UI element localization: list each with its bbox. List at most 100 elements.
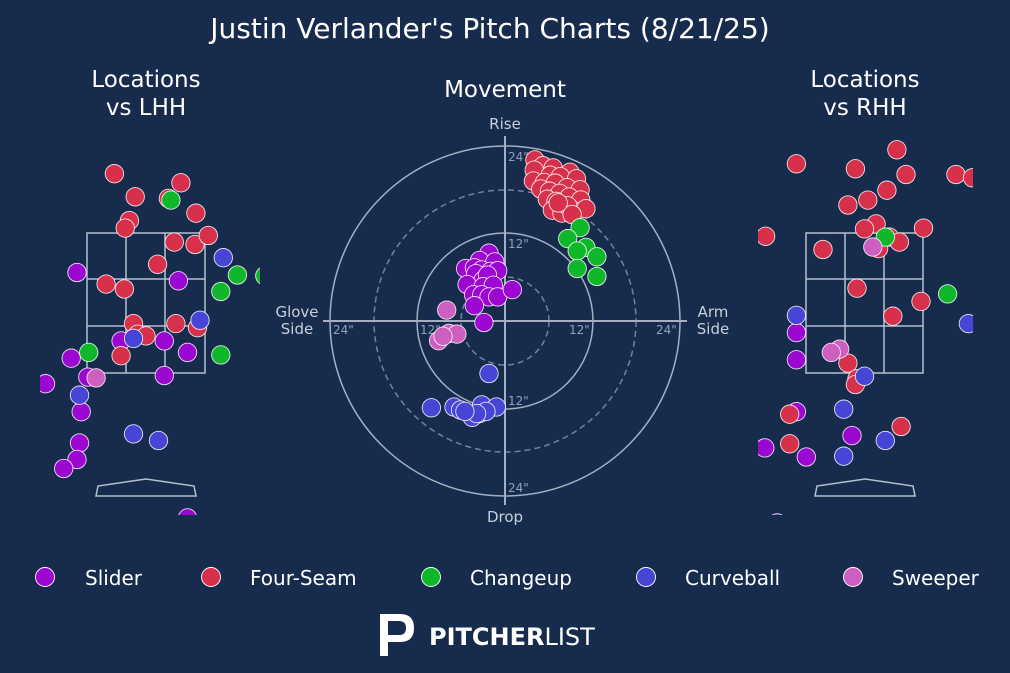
lhh-slider-point (177, 342, 198, 363)
rhh-four-seam-point (946, 164, 966, 185)
movement-axis-right-label-line1: Arm (698, 303, 729, 321)
lhh-slider-point (69, 433, 90, 453)
lhh-panel-title-line2: vs LHH (106, 95, 186, 121)
lhh-four-seam-point (111, 346, 131, 366)
movement-changeup-point (587, 266, 607, 287)
rhh-slider-point (735, 326, 753, 344)
movement-changeup-point (570, 218, 590, 238)
lhh-slider-point (40, 374, 56, 394)
lhh-four-seam-point (104, 164, 125, 184)
lhh-slider-point (67, 262, 87, 283)
rhh-slider-point (796, 447, 816, 467)
lhh-slider-point (61, 348, 81, 368)
legend-marker-curveball (636, 567, 656, 587)
rhh-curveball-point (958, 313, 973, 334)
lhh-slider-point (71, 402, 91, 422)
rhh-curveball-point (834, 446, 854, 466)
rhh-sweeper-point (863, 237, 883, 257)
ring-label-bottom-12: 12" (508, 394, 529, 408)
lhh-panel-title-line1: Locations (91, 67, 200, 93)
lhh-slider-point (67, 449, 87, 470)
lhh-slider-point (168, 271, 189, 291)
lhh-slider-point (54, 458, 74, 479)
rhh-four-seam-point (962, 168, 973, 188)
lhh-changeup-point (227, 265, 248, 285)
movement-panel-title: Movement (444, 77, 566, 103)
lhh-four-seam-point (114, 279, 135, 299)
legend-marker-sweeper (843, 567, 863, 587)
movement-sweeper-point (437, 300, 457, 320)
movement-curveball-point (479, 363, 499, 384)
pitcherlist-logo-icon (380, 614, 414, 656)
legend-label-four-seam: Four-Seam (250, 566, 357, 590)
rhh-four-seam-point (838, 195, 858, 215)
lhh-four-seam-point (185, 234, 205, 255)
rhh-four-seam-point (911, 291, 931, 312)
lhh-four-seam-point (125, 187, 145, 207)
rhh-sweeper-point (735, 311, 753, 329)
movement-pitch-points (421, 150, 607, 427)
brand-light-part: LIST (544, 623, 595, 651)
lhh-sweeper-point (86, 368, 106, 388)
lhh-curveball-point (123, 424, 144, 444)
lhh-slider-point (5, 408, 23, 426)
movement-slider-point (502, 279, 522, 300)
legend-label-changeup: Changeup (470, 566, 572, 590)
legend-label-curveball: Curveball (685, 566, 780, 590)
legend-label-slider: Slider (85, 566, 143, 590)
rhh-four-seam-point (883, 306, 903, 326)
movement-axis-top-label: Rise (489, 115, 521, 133)
lhh-slider-point (154, 331, 174, 351)
lhh-changeup-point (161, 190, 181, 210)
legend-marker-slider (35, 567, 55, 587)
rhh-sweeper-point (821, 342, 841, 363)
rhh-changeup-point (937, 284, 958, 304)
rhh-four-seam-point (845, 159, 866, 179)
movement-grid (323, 136, 687, 505)
movement-changeup-point (567, 258, 587, 279)
rhh-slider-point (771, 513, 783, 515)
movement-slider-point (464, 296, 485, 316)
rhh-curveball-point (834, 399, 854, 419)
rhh-panel-title-line1: Locations (810, 67, 919, 93)
lhh-four-seam-point (96, 274, 116, 294)
brand-bold-part: PITCHER (429, 623, 544, 651)
lhh-curveball-point (190, 310, 210, 330)
rhh-four-seam-point (913, 218, 934, 238)
ring-label-right-24: 24" (656, 323, 677, 337)
movement-axis-bottom-label: Drop (487, 508, 523, 526)
movement-axis-right-label-line2: Side (697, 320, 729, 338)
brand-name-bold: PITCHERLIST (429, 623, 595, 651)
lhh-curveball-point (69, 385, 90, 405)
lhh-four-seam-point (115, 218, 135, 238)
rhh-panel-title-line2: vs RHH (823, 95, 906, 121)
rhh-four-seam-point (758, 226, 776, 246)
ring-label-bottom-24: 24" (508, 481, 529, 495)
rhh-curveball-point (854, 366, 875, 386)
legend-marker-four-seam (201, 567, 221, 587)
lhh-pitch-points (5, 164, 260, 515)
rhh-four-seam-point (896, 164, 916, 185)
legend-marker-changeup (421, 567, 441, 587)
lhh-four-seam-point (147, 254, 168, 274)
rhh-four-seam-point (780, 404, 800, 424)
rhh-home-plate (814, 478, 916, 497)
rhh-four-seam-point (813, 239, 833, 260)
movement-changeup-point (587, 247, 607, 267)
movement-sweeper-point (433, 326, 453, 346)
movement-curveball-point (421, 398, 442, 418)
rhh-four-seam-point (780, 434, 800, 454)
lhh-slider-point (178, 508, 197, 515)
movement-slider-point (474, 312, 494, 333)
movement-changeup-point (567, 241, 587, 261)
lhh-curveball-point (123, 328, 144, 349)
ring-label-top-24: 24" (508, 150, 529, 164)
legend: Slider Four-Seam Changeup Curveball Sweeper (35, 566, 980, 590)
lhh-changeup-point (255, 267, 260, 285)
lhh-four-seam-point (171, 173, 191, 193)
ring-label-left-24: 24" (333, 323, 354, 337)
rhh-four-seam-point (891, 416, 911, 437)
rhh-four-seam-point (854, 219, 875, 239)
rhh-slider-point (786, 350, 807, 370)
